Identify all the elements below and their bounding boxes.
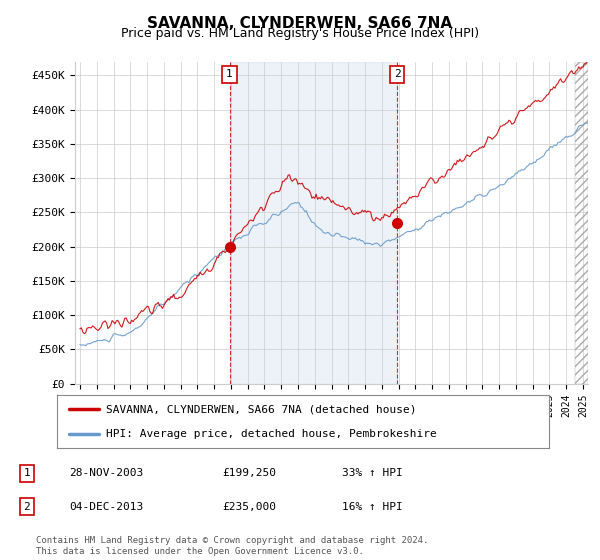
Text: £235,000: £235,000 [222, 502, 276, 512]
Text: 04-DEC-2013: 04-DEC-2013 [69, 502, 143, 512]
Text: 2: 2 [394, 69, 401, 80]
Text: 16% ↑ HPI: 16% ↑ HPI [342, 502, 403, 512]
Text: SAVANNA, CLYNDERWEN, SA66 7NA: SAVANNA, CLYNDERWEN, SA66 7NA [148, 16, 452, 31]
Text: SAVANNA, CLYNDERWEN, SA66 7NA (detached house): SAVANNA, CLYNDERWEN, SA66 7NA (detached … [106, 404, 416, 414]
Text: Price paid vs. HM Land Registry's House Price Index (HPI): Price paid vs. HM Land Registry's House … [121, 27, 479, 40]
Text: 1: 1 [226, 69, 233, 80]
Text: £199,250: £199,250 [222, 468, 276, 478]
Text: 2: 2 [23, 502, 31, 512]
Text: 33% ↑ HPI: 33% ↑ HPI [342, 468, 403, 478]
Bar [575, 62, 588, 384]
Bar [230, 62, 397, 384]
Text: HPI: Average price, detached house, Pembrokeshire: HPI: Average price, detached house, Pemb… [106, 428, 437, 438]
Text: 1: 1 [23, 468, 31, 478]
Text: Contains HM Land Registry data © Crown copyright and database right 2024.
This d: Contains HM Land Registry data © Crown c… [36, 536, 428, 556]
Bar [575, 62, 588, 384]
Text: 28-NOV-2003: 28-NOV-2003 [69, 468, 143, 478]
